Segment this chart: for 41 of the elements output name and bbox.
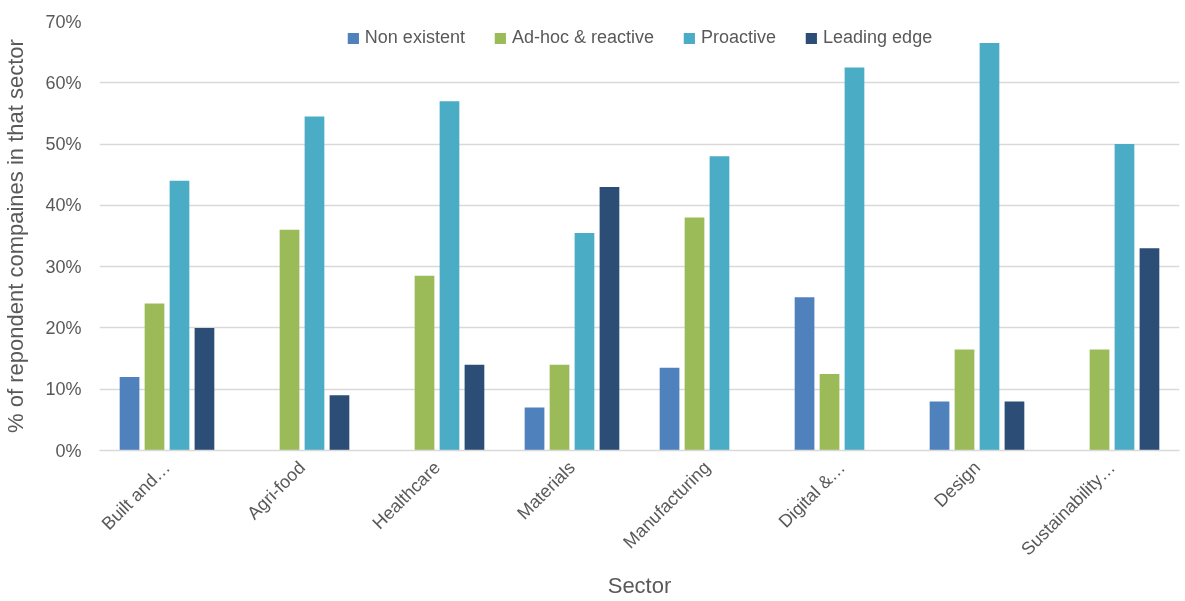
y-tick-label: 10% [45,379,82,400]
bar [279,229,300,451]
bar [1139,248,1160,451]
y-tick-label: 30% [45,256,82,277]
bar [1004,401,1025,451]
bar [439,101,460,451]
bar [549,364,570,451]
bar [144,303,165,451]
bar [304,116,325,451]
bar [819,373,840,451]
y-tick-label: 70% [45,11,82,32]
x-axis-title: Sector [607,573,672,599]
bar [169,180,190,451]
y-tick-label: 20% [45,317,82,338]
y-tick-label: 40% [45,195,82,216]
y-tick-label: 0% [55,440,82,461]
bar [794,297,815,451]
bar [954,349,975,451]
bar [574,232,595,451]
bar [414,275,435,451]
bar [1089,349,1110,451]
bar [464,364,485,451]
bar [709,156,730,451]
bar [119,376,140,451]
y-tick-label: 60% [45,72,82,93]
bar [844,67,865,451]
bar [979,42,1000,451]
bar [599,186,620,451]
legend-label: Proactive [700,27,777,48]
bar [659,367,680,451]
bar [1114,144,1135,451]
legend-label: Non existent [364,27,465,48]
y-axis-title: % of repondent compaines in that sector [3,39,29,433]
bar [929,401,950,451]
bar [524,407,545,451]
legend-label: Ad-hoc & reactive [511,27,654,48]
y-tick-label: 50% [45,134,82,155]
bar [684,217,705,451]
bar [194,327,215,451]
bar [329,395,350,451]
legend-label: Leading edge [823,27,933,48]
